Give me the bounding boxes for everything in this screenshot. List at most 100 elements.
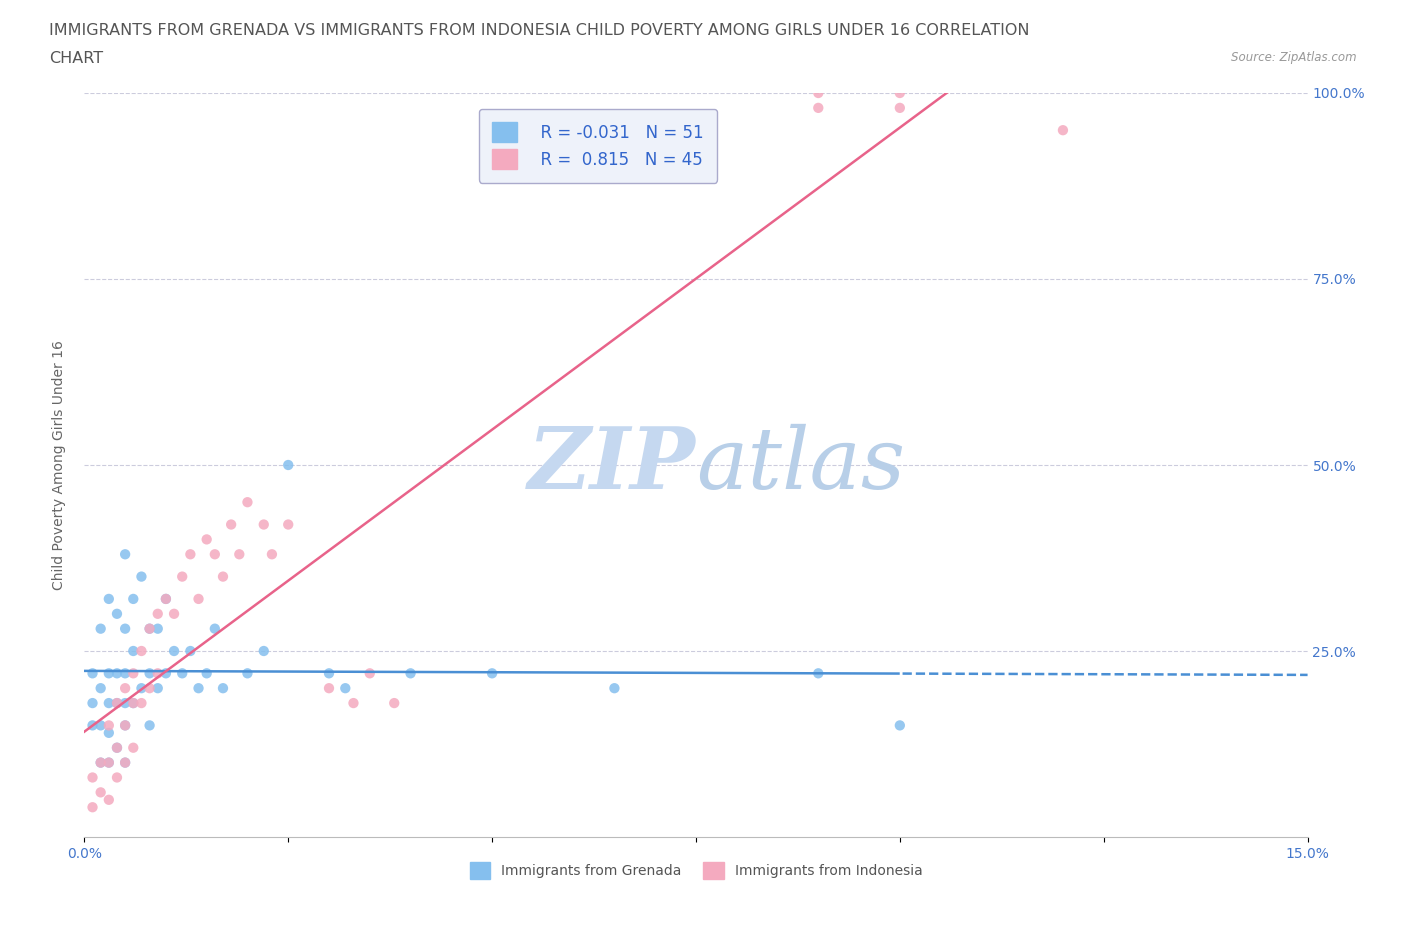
Point <box>105 770 128 785</box>
Point <box>236 666 259 681</box>
Text: atlas: atlas <box>696 424 905 506</box>
Point <box>204 547 226 562</box>
Point <box>179 644 201 658</box>
Point <box>155 591 177 606</box>
Point <box>114 621 136 636</box>
Point <box>195 666 218 681</box>
Point <box>90 755 112 770</box>
Point <box>122 740 145 755</box>
Point <box>187 591 209 606</box>
Point <box>97 755 120 770</box>
Point <box>82 800 104 815</box>
Point <box>90 785 112 800</box>
Point <box>277 517 299 532</box>
Point <box>122 591 145 606</box>
Point <box>228 547 250 562</box>
Point <box>1052 123 1074 138</box>
Point <box>82 696 104 711</box>
Point <box>179 547 201 562</box>
Point <box>172 666 194 681</box>
Y-axis label: Child Poverty Among Girls Under 16: Child Poverty Among Girls Under 16 <box>52 340 66 590</box>
Point <box>114 755 136 770</box>
Point <box>172 569 194 584</box>
Point <box>342 696 364 711</box>
Point <box>131 681 153 696</box>
Point <box>146 681 169 696</box>
Point <box>122 696 145 711</box>
Point <box>138 621 160 636</box>
Point <box>114 547 136 562</box>
Point <box>105 696 128 711</box>
Point <box>131 644 153 658</box>
Point <box>146 666 169 681</box>
Point <box>481 666 503 681</box>
Point <box>146 606 169 621</box>
Point <box>138 621 160 636</box>
Point <box>889 86 911 100</box>
Point <box>318 666 340 681</box>
Point <box>82 718 104 733</box>
Point <box>105 696 128 711</box>
Point <box>90 621 112 636</box>
Text: ZIP: ZIP <box>529 423 696 507</box>
Point <box>97 666 120 681</box>
Point <box>131 569 153 584</box>
Point <box>122 696 145 711</box>
Point <box>260 547 283 562</box>
Point <box>90 718 112 733</box>
Point <box>105 666 128 681</box>
Point <box>82 666 104 681</box>
Point <box>131 696 153 711</box>
Point <box>114 755 136 770</box>
Point <box>90 755 112 770</box>
Point <box>212 681 235 696</box>
Point <box>603 681 626 696</box>
Point <box>318 681 340 696</box>
Point <box>236 495 259 510</box>
Point <box>807 666 830 681</box>
Point <box>807 86 830 100</box>
Point <box>155 591 177 606</box>
Point <box>212 569 235 584</box>
Point <box>138 666 160 681</box>
Point <box>105 740 128 755</box>
Point <box>97 725 120 740</box>
Point <box>105 740 128 755</box>
Point <box>889 718 911 733</box>
Point <box>97 792 120 807</box>
Point <box>114 718 136 733</box>
Point <box>97 696 120 711</box>
Text: Source: ZipAtlas.com: Source: ZipAtlas.com <box>1232 51 1357 64</box>
Point <box>195 532 218 547</box>
Point <box>163 644 186 658</box>
Point <box>399 666 422 681</box>
Point <box>277 458 299 472</box>
Point <box>97 755 120 770</box>
Point <box>204 621 226 636</box>
Point <box>163 606 186 621</box>
Point <box>114 718 136 733</box>
Point <box>114 681 136 696</box>
Point <box>138 681 160 696</box>
Point <box>114 696 136 711</box>
Point <box>105 606 128 621</box>
Point <box>219 517 242 532</box>
Point <box>97 718 120 733</box>
Point <box>382 696 405 711</box>
Point <box>187 681 209 696</box>
Text: CHART: CHART <box>49 51 103 66</box>
Legend: Immigrants from Grenada, Immigrants from Indonesia: Immigrants from Grenada, Immigrants from… <box>463 855 929 886</box>
Point <box>335 681 357 696</box>
Point <box>359 666 381 681</box>
Point <box>138 718 160 733</box>
Point <box>97 591 120 606</box>
Point <box>146 621 169 636</box>
Text: IMMIGRANTS FROM GRENADA VS IMMIGRANTS FROM INDONESIA CHILD POVERTY AMONG GIRLS U: IMMIGRANTS FROM GRENADA VS IMMIGRANTS FR… <box>49 23 1029 38</box>
Point <box>253 644 276 658</box>
Point <box>807 100 830 115</box>
Point <box>82 770 104 785</box>
Point <box>122 666 145 681</box>
Point <box>253 517 276 532</box>
Point <box>122 644 145 658</box>
Point <box>90 681 112 696</box>
